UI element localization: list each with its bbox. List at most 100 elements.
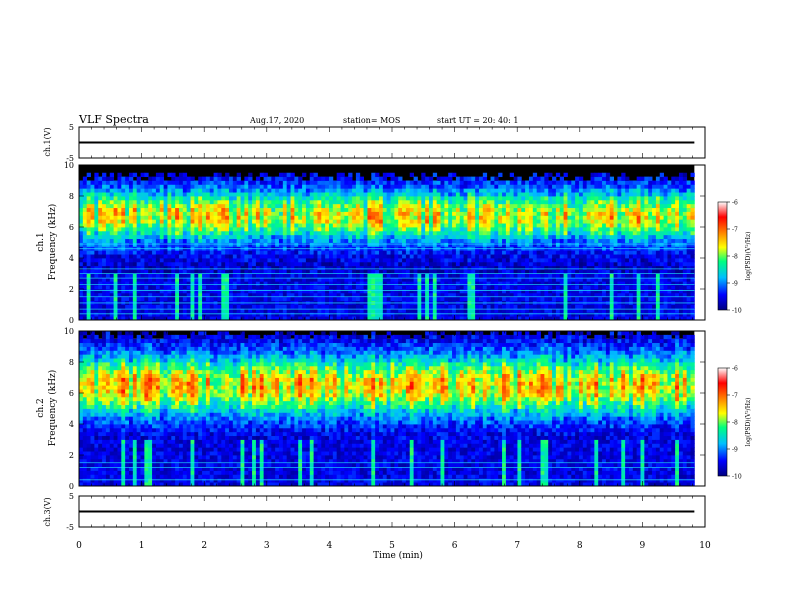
spectrogram-cell	[317, 265, 322, 271]
spectrogram-cell	[432, 312, 438, 317]
spectrogram-cell	[382, 196, 388, 201]
spectrogram-cell	[313, 219, 318, 224]
spectrogram-cell	[263, 289, 268, 294]
spectrogram-cell	[209, 250, 215, 255]
spectrogram-cell	[313, 215, 318, 220]
spectrogram-cell	[117, 199, 122, 205]
spectrogram-cell	[179, 308, 184, 313]
spectrogram-cell	[336, 238, 341, 243]
spectrogram-cell	[198, 196, 203, 201]
spectrogram-cell	[425, 289, 430, 294]
spectrogram-cell	[240, 219, 245, 224]
spectrogram-cell	[163, 203, 168, 209]
spectrogram-cell	[121, 261, 126, 267]
spectrogram-cell	[428, 223, 434, 228]
spectrogram-cell	[252, 230, 257, 236]
spectrogram-cell	[505, 277, 511, 282]
spectrogram-cell	[336, 219, 341, 224]
spectrogram-cell	[271, 230, 276, 236]
spectrogram-cell	[475, 234, 480, 240]
spectrogram-cell	[132, 281, 138, 286]
spectrogram-cell	[117, 242, 122, 247]
spectrogram-cell	[559, 207, 564, 212]
spectrogram-cell	[125, 265, 130, 271]
spectrogram-cell	[271, 219, 276, 224]
spectrogram-cell	[221, 230, 226, 236]
spectrogram-cell	[232, 281, 238, 286]
spectrogram-cell	[559, 223, 564, 228]
spectrogram-cell	[375, 316, 380, 321]
spectrogram-cell	[448, 223, 453, 228]
spectrogram-cell	[390, 192, 395, 197]
spectrogram-cell	[202, 203, 207, 209]
spectrogram-cell	[486, 242, 491, 247]
spectrogram-cell	[317, 269, 322, 274]
spectrogram-cell	[452, 250, 457, 255]
spectrogram-cell	[171, 242, 176, 247]
spectrogram-cell	[82, 184, 88, 189]
spectrogram-cell	[125, 207, 130, 212]
spectrogram-cell	[232, 184, 238, 189]
spectrogram-cell	[490, 316, 495, 321]
spectrogram-cell	[248, 215, 253, 220]
spectrogram-cell	[398, 242, 403, 247]
spectrogram-cell	[225, 304, 230, 309]
spectrogram-cell	[521, 258, 526, 263]
spectrogram-cell	[252, 207, 257, 212]
spectrogram-cell	[440, 223, 445, 228]
spectrogram-cell	[405, 304, 411, 309]
spectrogram-cell	[571, 242, 576, 247]
spectrogram-cell	[313, 258, 318, 263]
spectrogram-cell	[148, 308, 153, 313]
spectrogram-cell	[409, 304, 414, 309]
spectrogram-cell	[417, 281, 422, 286]
spectrogram-cell	[394, 250, 399, 255]
spectrogram-cell	[471, 289, 476, 294]
spectrogram-cell	[90, 296, 95, 302]
spectrogram-cell	[94, 188, 99, 193]
spectrogram-cell	[363, 277, 368, 282]
spectrogram-cell	[286, 188, 291, 193]
spectrogram-cell	[140, 211, 145, 216]
spectrogram-cell	[563, 258, 568, 263]
spectrogram-cell	[236, 281, 241, 286]
spectrogram-cell	[486, 277, 491, 282]
spectrogram-cell	[578, 281, 584, 286]
spectrogram-cell	[413, 277, 418, 282]
spectrogram-cell	[79, 192, 84, 197]
spectrogram-cell	[305, 254, 311, 259]
spectrogram-cell	[336, 316, 341, 321]
spectrogram-cell	[82, 312, 88, 317]
spectrogram-cell	[398, 308, 403, 313]
spectrogram-cell	[179, 211, 184, 216]
spectrogram-cell	[271, 192, 276, 197]
spectrogram-cell	[478, 261, 484, 267]
spectrogram-cell	[521, 196, 526, 201]
spectrogram-cell	[255, 316, 261, 321]
spectrogram-cell	[509, 277, 514, 282]
spectrogram-cell	[94, 196, 99, 201]
spectrogram-cell	[321, 296, 326, 302]
spectrogram-cell	[98, 207, 103, 212]
spectrogram-cell	[340, 308, 345, 313]
spectrogram-cell	[505, 296, 511, 302]
spectrogram-cell	[217, 227, 222, 232]
spectrogram-cell	[409, 296, 414, 302]
spectrogram-cell	[186, 219, 191, 224]
spectrogram-cell	[355, 172, 361, 178]
spectrogram-cell	[167, 199, 172, 205]
spectrogram-cell	[567, 211, 572, 216]
spectrogram-cell	[525, 312, 530, 317]
spectrogram-cell	[317, 312, 322, 317]
spectrogram-cell	[478, 199, 484, 205]
spectrogram-cell	[267, 273, 272, 278]
spectrogram-cell	[555, 254, 561, 259]
spectrogram-cell	[498, 258, 503, 263]
spectrogram-cell	[325, 238, 330, 243]
spectrogram-cell	[236, 172, 241, 178]
spectrogram-cell	[98, 304, 103, 309]
spectrogram-cell	[471, 296, 476, 302]
spectrogram-cell	[444, 188, 449, 193]
spectrogram-cell	[309, 223, 315, 228]
spectrogram-cell	[221, 273, 226, 278]
